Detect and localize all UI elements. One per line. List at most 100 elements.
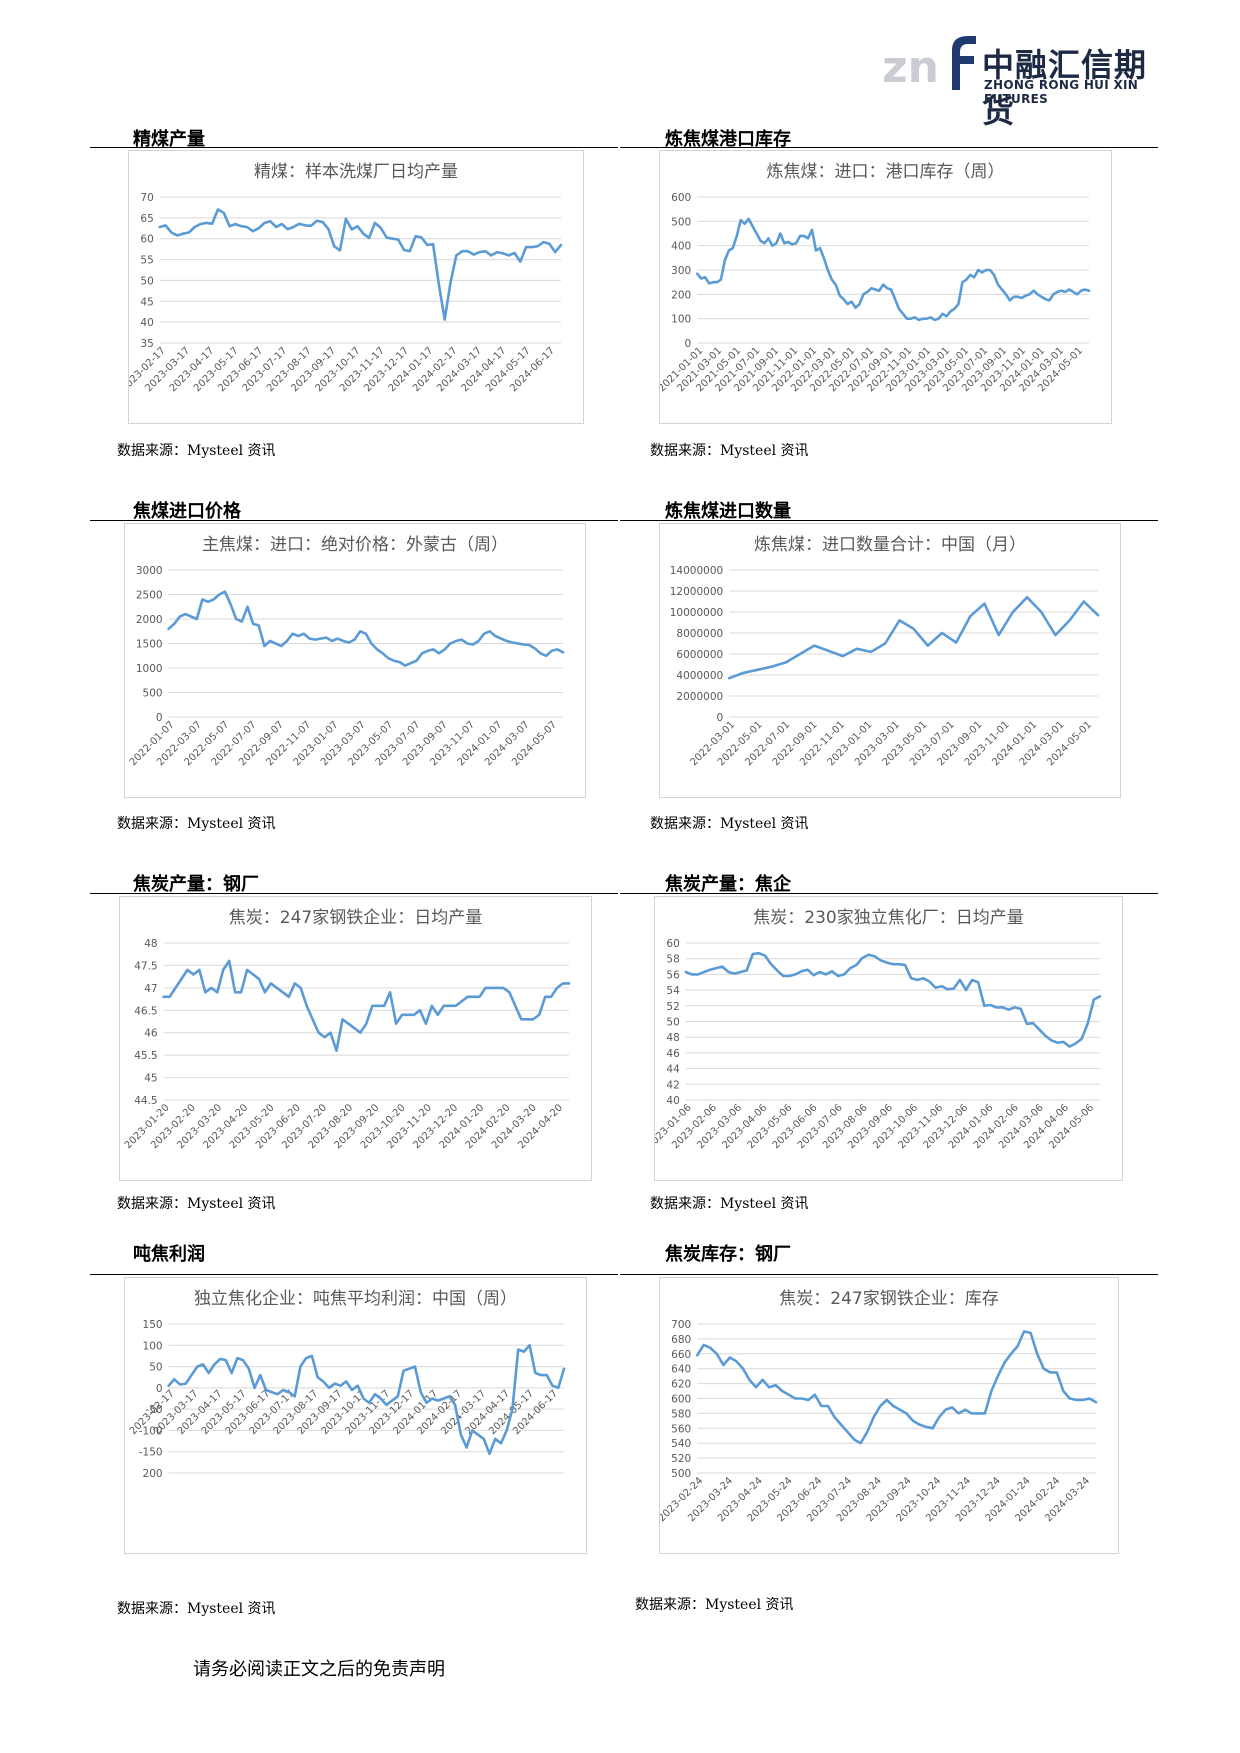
y-tick-label: 580 (671, 1408, 691, 1420)
chart-title: 精煤：样本洗煤厂日均产量 (254, 162, 458, 182)
section-divider (90, 520, 618, 521)
series-line (158, 208, 563, 321)
logo-mark-zn: zn (882, 42, 939, 93)
chart-title: 独立焦化企业：吨焦平均利润：中国（周） (194, 1289, 517, 1309)
series-line (162, 959, 571, 1052)
y-tick-label: 70 (140, 192, 153, 204)
section-divider (620, 147, 1158, 148)
y-tick-label: 44 (666, 1064, 680, 1076)
y-tick-label: 680 (671, 1334, 691, 1346)
section-divider (620, 1274, 1158, 1275)
y-tick-label: 4000000 (676, 670, 723, 682)
logo-chinese-name: 中融汇信期货 (982, 46, 1148, 130)
series-line (695, 1330, 1098, 1445)
data-source: 数据来源：Mysteel 资讯 (117, 816, 276, 832)
y-tick-label: -150 (139, 1447, 163, 1459)
y-tick-label: 10000000 (670, 607, 723, 619)
chart-svg: 精煤：样本洗煤厂日均产量35404550556065702023-02-1720… (129, 162, 563, 394)
chart-title: 炼焦煤：进口：港口库存（周） (767, 162, 1005, 182)
chart-svg: 焦炭：247家钢铁企业：日均产量 44.5 45 45.5 46 46.5 47 47.5 48… (123, 908, 571, 1151)
y-tick-label: 46 (666, 1048, 680, 1060)
y-tick-label: 500 (671, 216, 691, 228)
y-tick-label: 600 (671, 1394, 691, 1406)
series-line (727, 596, 1100, 680)
y-tick-label: 500 (143, 688, 163, 700)
y-tick-label: 45.5 (134, 1050, 157, 1062)
y-tick-label: 2500 (136, 590, 163, 602)
y-tick-label: 660 (671, 1349, 691, 1361)
y-tick-label: 44.5 (134, 1095, 157, 1107)
logo-english-name: ZHONG RONG HUI XIN FUTURES (984, 78, 1139, 106)
y-tick-label: 500 (671, 1468, 691, 1480)
y-tick-label: 520 (671, 1453, 691, 1465)
y-tick-label: -50 (145, 1404, 162, 1416)
y-tick-label: -100 (139, 1425, 163, 1437)
y-tick-label: 100 (671, 314, 691, 326)
data-source: 数据来源：Mysteel 资讯 (650, 816, 809, 832)
y-tick-label: 12000000 (670, 586, 723, 598)
y-tick-label: 50 (140, 275, 153, 287)
data-source: 数据来源：Mysteel 资讯 (650, 443, 809, 459)
y-tick-label: 42 (666, 1079, 679, 1091)
y-tick-label: 640 (671, 1364, 691, 1376)
y-tick-label: 52 (666, 1001, 679, 1013)
section-title: 炼焦煤港口库存 (665, 129, 791, 150)
series-line (684, 951, 1102, 1048)
y-tick-label: 50 (149, 1362, 162, 1374)
chart-svg: 主焦煤：进口：绝对价格：外蒙古（周） 0 500 1000 1500 2000 2500 30… (128, 535, 565, 768)
chart-title: 焦炭：247家钢铁企业：库存 (779, 1289, 998, 1309)
chart-svg: 焦炭：247家钢铁企业：库存 500 520 540 560 580 600 620 640 66… (660, 1289, 1098, 1524)
y-tick-label: 40 (140, 317, 153, 329)
chart-panel: 主焦煤：进口：绝对价格：外蒙古（周） 0 500 1000 1500 2000 2500 30… (124, 523, 586, 798)
chart-panel: 焦炭：247家钢铁企业：库存 500 520 540 560 580 600 620 640 66… (659, 1277, 1119, 1554)
y-tick-label: 600 (671, 192, 691, 204)
series-line (167, 1344, 566, 1456)
y-tick-label: 1500 (136, 639, 163, 651)
footer-disclaimer: 请务必阅读正文之后的免责声明 (193, 1659, 445, 1680)
data-source: 数据来源：Mysteel 资讯 (650, 1196, 809, 1212)
y-tick-label: 50 (666, 1017, 679, 1029)
y-tick-label: 8000000 (676, 628, 723, 640)
y-tick-label: 100 (143, 1340, 163, 1352)
y-tick-label: 55 (140, 255, 153, 267)
chart-panel: 独立焦化企业：吨焦平均利润：中国（周） 200 -150 -100 -50 0 50 100 1… (124, 1277, 587, 1554)
y-tick-label: 60 (666, 938, 679, 950)
y-tick-label: 200 (143, 1468, 163, 1480)
data-source: 数据来源：Mysteel 资讯 (117, 443, 276, 459)
y-tick-label: 58 (666, 954, 679, 966)
data-source: 数据来源：Mysteel 资讯 (635, 1597, 794, 1613)
y-tick-label: 0 (156, 1383, 163, 1395)
y-tick-label: 46 (144, 1028, 158, 1040)
y-tick-label: 54 (666, 985, 680, 997)
y-tick-label: 300 (671, 265, 691, 277)
y-tick-label: 150 (143, 1319, 163, 1331)
section-divider (90, 893, 618, 894)
y-tick-label: 45 (144, 1073, 157, 1085)
series-line (695, 217, 1091, 322)
section-divider (90, 147, 618, 148)
y-tick-label: 60 (140, 234, 153, 246)
chart-svg: 独立焦化企业：吨焦平均利润：中国（周） 200 -150 -100 -50 0 50 100 1… (128, 1289, 566, 1480)
y-tick-label: 40 (666, 1095, 679, 1107)
chart-panel: 精煤：样本洗煤厂日均产量 35 40 45 50 55 60 65 70 2023-02-17 20… (128, 150, 584, 424)
y-tick-label: 56 (666, 969, 680, 981)
y-tick-label: 2000 (136, 614, 163, 626)
y-tick-label: 6000000 (676, 649, 723, 661)
chart-title: 炼焦煤：进口数量合计：中国（月） (754, 535, 1026, 555)
y-tick-label: 0 (156, 712, 163, 724)
y-tick-label: 35 (140, 338, 153, 350)
section-divider (620, 893, 1158, 894)
y-tick-label: 620 (671, 1379, 691, 1391)
company-logo: zn 中融汇信期货 ZHONG RONG HUI XIN FUTURES (880, 30, 1170, 130)
section-title: 炼焦煤进口数量 (665, 501, 791, 522)
y-tick-label: 45 (140, 296, 153, 308)
chart-svg: 炼焦煤：进口：港口库存（周）01002003004005006002021-01… (660, 162, 1091, 394)
y-tick-label: 48 (144, 938, 157, 950)
chart-title: 焦炭：230家独立焦化厂：日均产量 (753, 908, 1023, 928)
y-tick-label: 200 (671, 289, 691, 301)
chart-svg: 焦炭：230家独立焦化厂：日均产量40424446485052545658602… (655, 908, 1102, 1151)
section-divider (90, 1274, 618, 1275)
y-tick-label: 1000 (136, 663, 163, 675)
y-tick-label: 540 (671, 1438, 691, 1450)
y-tick-label: 700 (671, 1319, 691, 1331)
